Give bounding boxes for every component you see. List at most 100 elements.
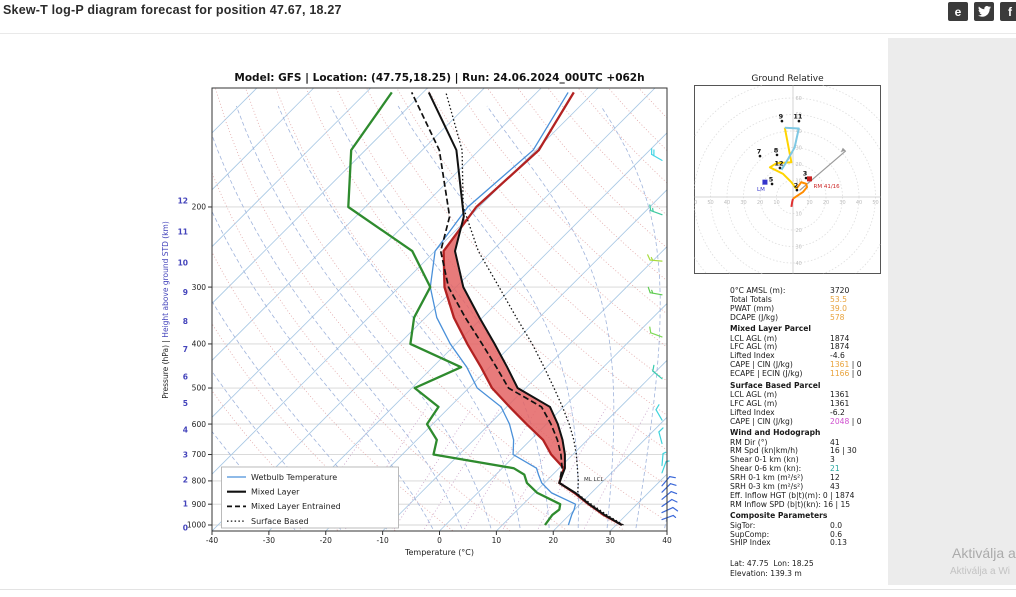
svg-text:LM: LM [757,187,765,193]
svg-text:-40: -40 [206,536,218,545]
parameter-value: -6.2 [830,407,845,417]
svg-text:10: 10 [796,179,802,185]
svg-text:10: 10 [492,536,502,545]
svg-text:300: 300 [192,283,207,292]
parameter-label: SHIP Index [730,538,771,548]
parameter-value: 1361 | 0 [830,360,862,370]
twitter-share-icon[interactable] [974,2,994,21]
svg-text:50: 50 [796,113,802,119]
svg-text:30: 30 [740,200,746,206]
parameter-label: LFC AGL (m) [730,342,778,352]
svg-text:Mixed Layer: Mixed Layer [251,488,300,497]
parameter-row: SRH 0-1 km (m²/s²) 12 [730,473,890,482]
svg-text:200: 200 [192,203,207,212]
email-share-icon[interactable]: e [948,2,968,21]
parameter-label: ECAPE | ECIN (J/kg) [730,369,803,379]
svg-text:20: 20 [548,536,558,545]
svg-text:3: 3 [803,170,808,178]
hodograph-trace [780,126,800,171]
elevation-text: Elevation: 139.3 m [730,568,802,578]
parameter-value: 0.6 [830,529,843,539]
parameter-value: 1361 [830,390,850,400]
svg-text:2: 2 [183,475,188,484]
parameter-label: 0°C AMSL (m): [730,286,786,295]
parameter-label: RM Dir (°) [730,437,768,447]
svg-text:30: 30 [605,536,615,545]
x-axis-title: Temperature (°C) [404,548,474,557]
svg-text:Wetbulb Temperature: Wetbulb Temperature [251,473,337,482]
parameter-value: 39.0 [830,303,847,313]
parameter-label: CAPE | CIN (J/kg) [730,416,793,426]
svg-text:10: 10 [806,200,812,206]
windows-activation-watermark-line1: Aktiválja a [952,545,1016,561]
svg-text:1000: 1000 [187,521,206,530]
parameter-row: RM Spd (kn|km/h) 16 | 30 [730,446,890,455]
svg-text:11: 11 [178,228,188,237]
wind-barb [661,451,667,467]
svg-text:0: 0 [183,523,188,532]
parameter-value: 1361 [830,398,850,408]
svg-text:40: 40 [662,536,672,545]
svg-text:5: 5 [183,399,188,408]
svg-text:30: 30 [796,146,802,152]
svg-text:6: 6 [183,372,188,381]
svg-text:7: 7 [183,345,188,354]
svg-text:10: 10 [773,200,779,206]
svg-text:40: 40 [724,200,730,206]
parameter-value: 53.5 [830,294,847,304]
svg-text:8: 8 [183,317,188,326]
parameter-value: 0.0 [830,520,843,530]
parameter-label: Total Totals [730,294,772,304]
header-divider [0,33,1016,34]
svg-text:50: 50 [872,200,878,206]
svg-text:-30: -30 [263,536,275,545]
parameter-label: RM Spd (kn|km/h) [730,446,798,456]
parameter-row: RM Inflow SPD (b|t)(kn): 16 | 15 [730,499,851,509]
parameter-value: 1874 [830,342,850,352]
parameter-value: 43 [830,482,840,492]
section-header: Wind and Hodograph [730,428,821,438]
svg-text:9: 9 [183,288,188,297]
parameter-row: SRH 0-3 km (m²/s²) 43 [730,482,890,491]
parameter-label: Shear 0-1 km (kn) [730,455,799,465]
svg-text:60: 60 [691,200,697,206]
svg-text:40: 40 [856,200,862,206]
axes-labels: 2003004005006007008009001000012345678910… [161,197,672,557]
svg-text:RM 41/16: RM 41/16 [814,184,841,190]
storm-motion-marker [807,176,812,182]
social-share-bar: e f [948,2,1016,21]
wind-barb [655,404,663,421]
parameter-row: CAPE | CIN (J/kg) 1361 | 0 [730,360,890,369]
parameter-label: SupComp: [730,529,770,539]
lat-lon-text: Lat: 47.75 Lon: 18.25 [730,559,814,569]
svg-text:10: 10 [796,212,802,218]
y-axis-title: Pressure (hPa) | Height above ground STD… [161,221,170,399]
parameter-row: SHIP Index 0.13 [730,538,890,547]
parameter-value: 0.13 [830,538,847,548]
windows-activation-watermark-line2: Aktiválja a Wi [950,566,1011,577]
parameter-row: PWAT (mm) 39.0 [730,304,890,313]
svg-text:50: 50 [707,200,713,206]
wind-barb [649,326,663,338]
section-header: Mixed Layer Parcel [730,324,811,334]
svg-text:0: 0 [437,536,442,545]
page-header: Skew-T log-P diagram forecast for positi… [0,0,1016,33]
svg-text:Mixed Layer Entrained: Mixed Layer Entrained [251,502,341,511]
svg-text:10: 10 [178,258,188,267]
wind-barb [651,148,663,161]
parameter-row: Shear 0-1 km (kn) 3 [730,455,890,464]
svg-text:60: 60 [796,96,802,102]
parameter-row: ECAPE | ECIN (J/kg) 1166 | 0 [730,369,890,378]
parameter-value: 41 [830,437,840,447]
parameter-label: PWAT (mm) [730,303,775,313]
svg-text:Surface Based: Surface Based [251,517,309,526]
parameter-row: LFC AGL (m) 1361 [730,399,890,408]
facebook-share-icon[interactable]: f [1000,2,1016,21]
parameter-label: SRH 0-1 km (m²/s²) [730,473,804,483]
hodograph-title: Ground Relative [751,74,824,84]
hodograph-trace [792,181,808,200]
svg-text:-20: -20 [320,536,332,545]
svg-text:8: 8 [774,146,779,154]
